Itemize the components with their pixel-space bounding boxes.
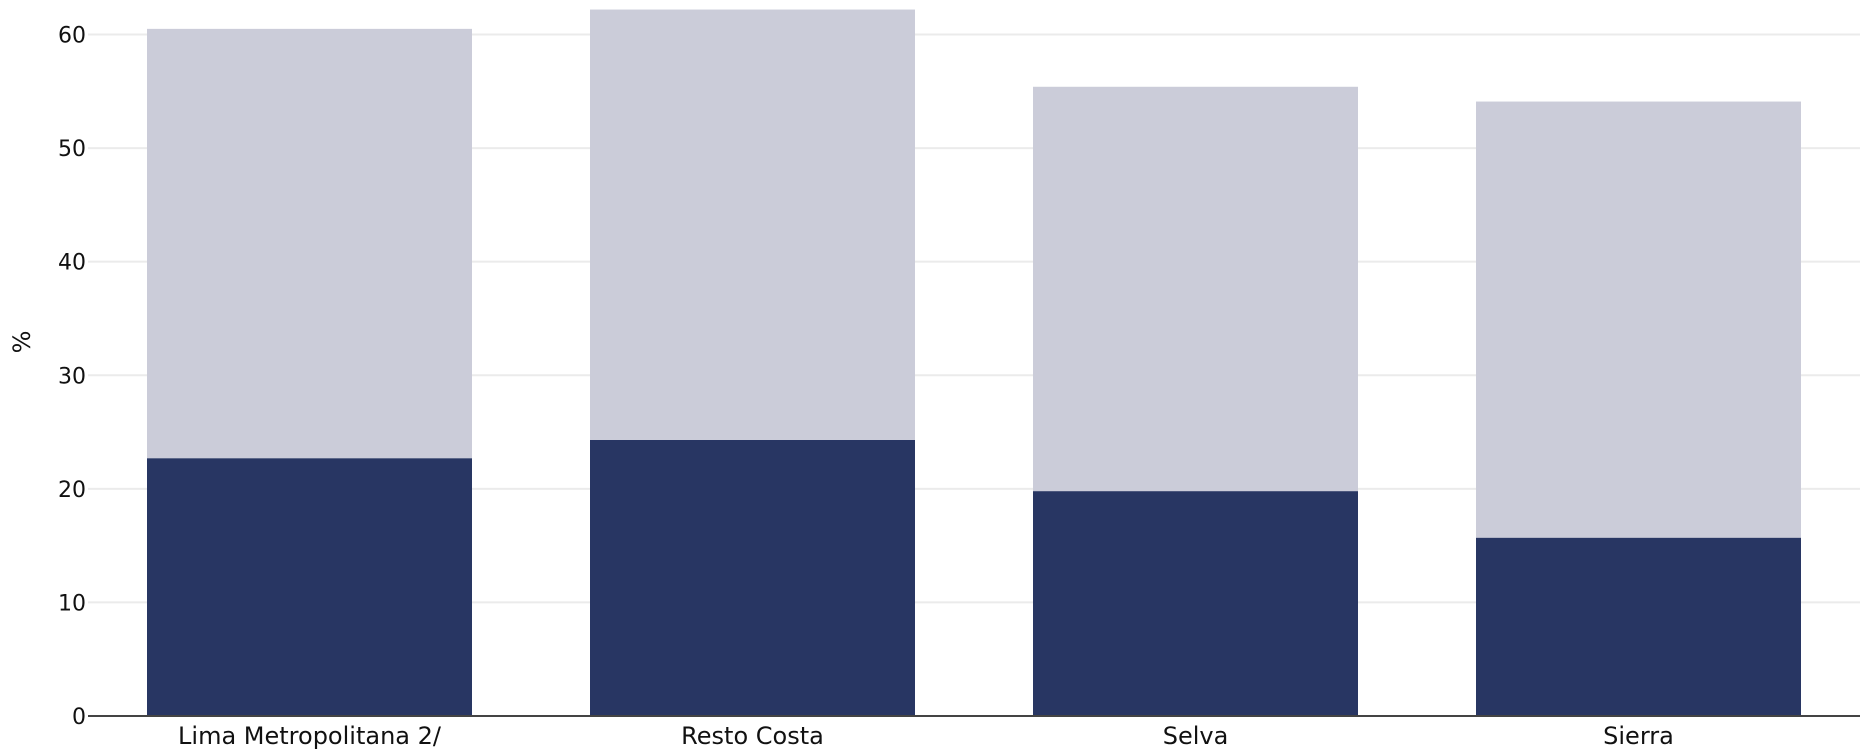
bar-segment-2 [590,9,915,441]
axes: % 0 10 20 30 40 50 60 Lima Metropolitana 2/Rest… [8,24,1860,750]
x-tick-label: Lima Metropolitana 2/ [178,722,442,750]
bar-segment-1 [1033,491,1358,716]
y-tick-label: 20 [58,478,86,503]
y-tick-label: 10 [58,591,86,616]
bar-segment-2 [1033,86,1358,492]
x-tick-label: Resto Costa [681,722,824,750]
y-tick-label: 60 [58,24,86,49]
y-tick-label: 50 [58,137,86,162]
bar-segment-1 [590,440,915,716]
y-tick-label: 40 [58,251,86,276]
y-tick-label: 30 [58,364,86,389]
y-tick-label: 0 [72,705,86,730]
x-tick-label: Sierra [1603,722,1674,750]
bar-segment-1 [1476,537,1801,716]
bars [147,9,1801,716]
x-tick-label: Selva [1163,722,1229,750]
bar-segment-1 [147,458,472,716]
bar-segment-2 [1476,101,1801,538]
y-axis-label: % [8,331,36,354]
bar-segment-2 [147,28,472,459]
